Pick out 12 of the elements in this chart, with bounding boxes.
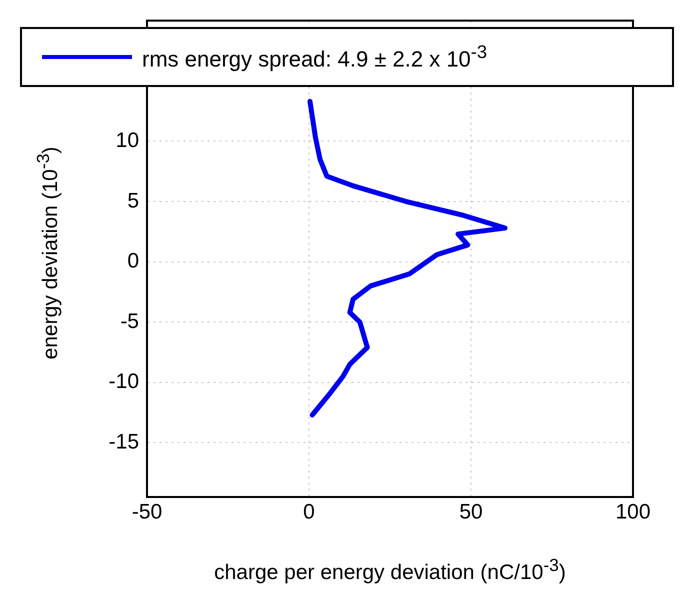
x-tick-label: 50 <box>459 500 483 524</box>
x-tick-label: -50 <box>132 500 162 524</box>
y-tick-label: -5 <box>120 310 139 333</box>
y-tick-label: 0 <box>127 250 139 273</box>
y-tick-label: -10 <box>108 370 139 394</box>
y-tick-label: -15 <box>108 430 139 454</box>
x-tick-label: 100 <box>615 500 651 524</box>
y-tick-label: 10 <box>116 129 139 152</box>
y-tick-label: 5 <box>127 189 139 212</box>
x-tick-label: 0 <box>303 500 315 524</box>
legend-label: rms energy spread: 4.9 ± 2.2 x 10$^{-3}$ <box>142 41 488 73</box>
x-axis-title: charge per energy deviation (nC/10$^{-3}$) <box>213 555 567 585</box>
